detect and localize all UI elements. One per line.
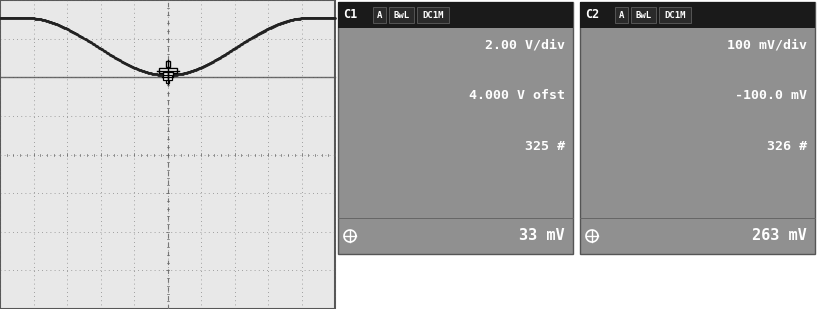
Bar: [615, 7, 627, 23]
Bar: [166, 61, 169, 67]
Text: A: A: [618, 11, 624, 19]
Text: DC1M: DC1M: [422, 11, 443, 19]
Text: 263 mV: 263 mV: [752, 228, 807, 243]
Bar: [338, 2, 573, 28]
Bar: [659, 7, 691, 23]
Text: -100.0 mV: -100.0 mV: [735, 89, 807, 102]
Text: 2.00 V/div: 2.00 V/div: [485, 38, 565, 51]
Text: 326 #: 326 #: [767, 140, 807, 153]
Bar: [166, 80, 169, 83]
Text: 4.000 V ofst: 4.000 V ofst: [469, 89, 565, 102]
Bar: [580, 2, 815, 28]
Bar: [373, 7, 386, 23]
Text: 100 mV/div: 100 mV/div: [727, 38, 807, 51]
Bar: [163, 72, 172, 76]
Text: A: A: [377, 11, 382, 19]
Bar: [388, 7, 414, 23]
Text: DC1M: DC1M: [664, 11, 686, 19]
Bar: [0, 0, 335, 309]
Bar: [631, 7, 656, 23]
Text: BwL: BwL: [393, 11, 410, 19]
Bar: [158, 68, 177, 73]
Text: 325 #: 325 #: [525, 140, 565, 153]
Bar: [338, 2, 573, 254]
Bar: [580, 2, 815, 254]
Text: C1: C1: [343, 9, 357, 22]
Text: BwL: BwL: [635, 11, 651, 19]
Bar: [417, 7, 449, 23]
Text: C2: C2: [585, 9, 599, 22]
Bar: [163, 75, 172, 80]
Text: 33 mV: 33 mV: [520, 228, 565, 243]
